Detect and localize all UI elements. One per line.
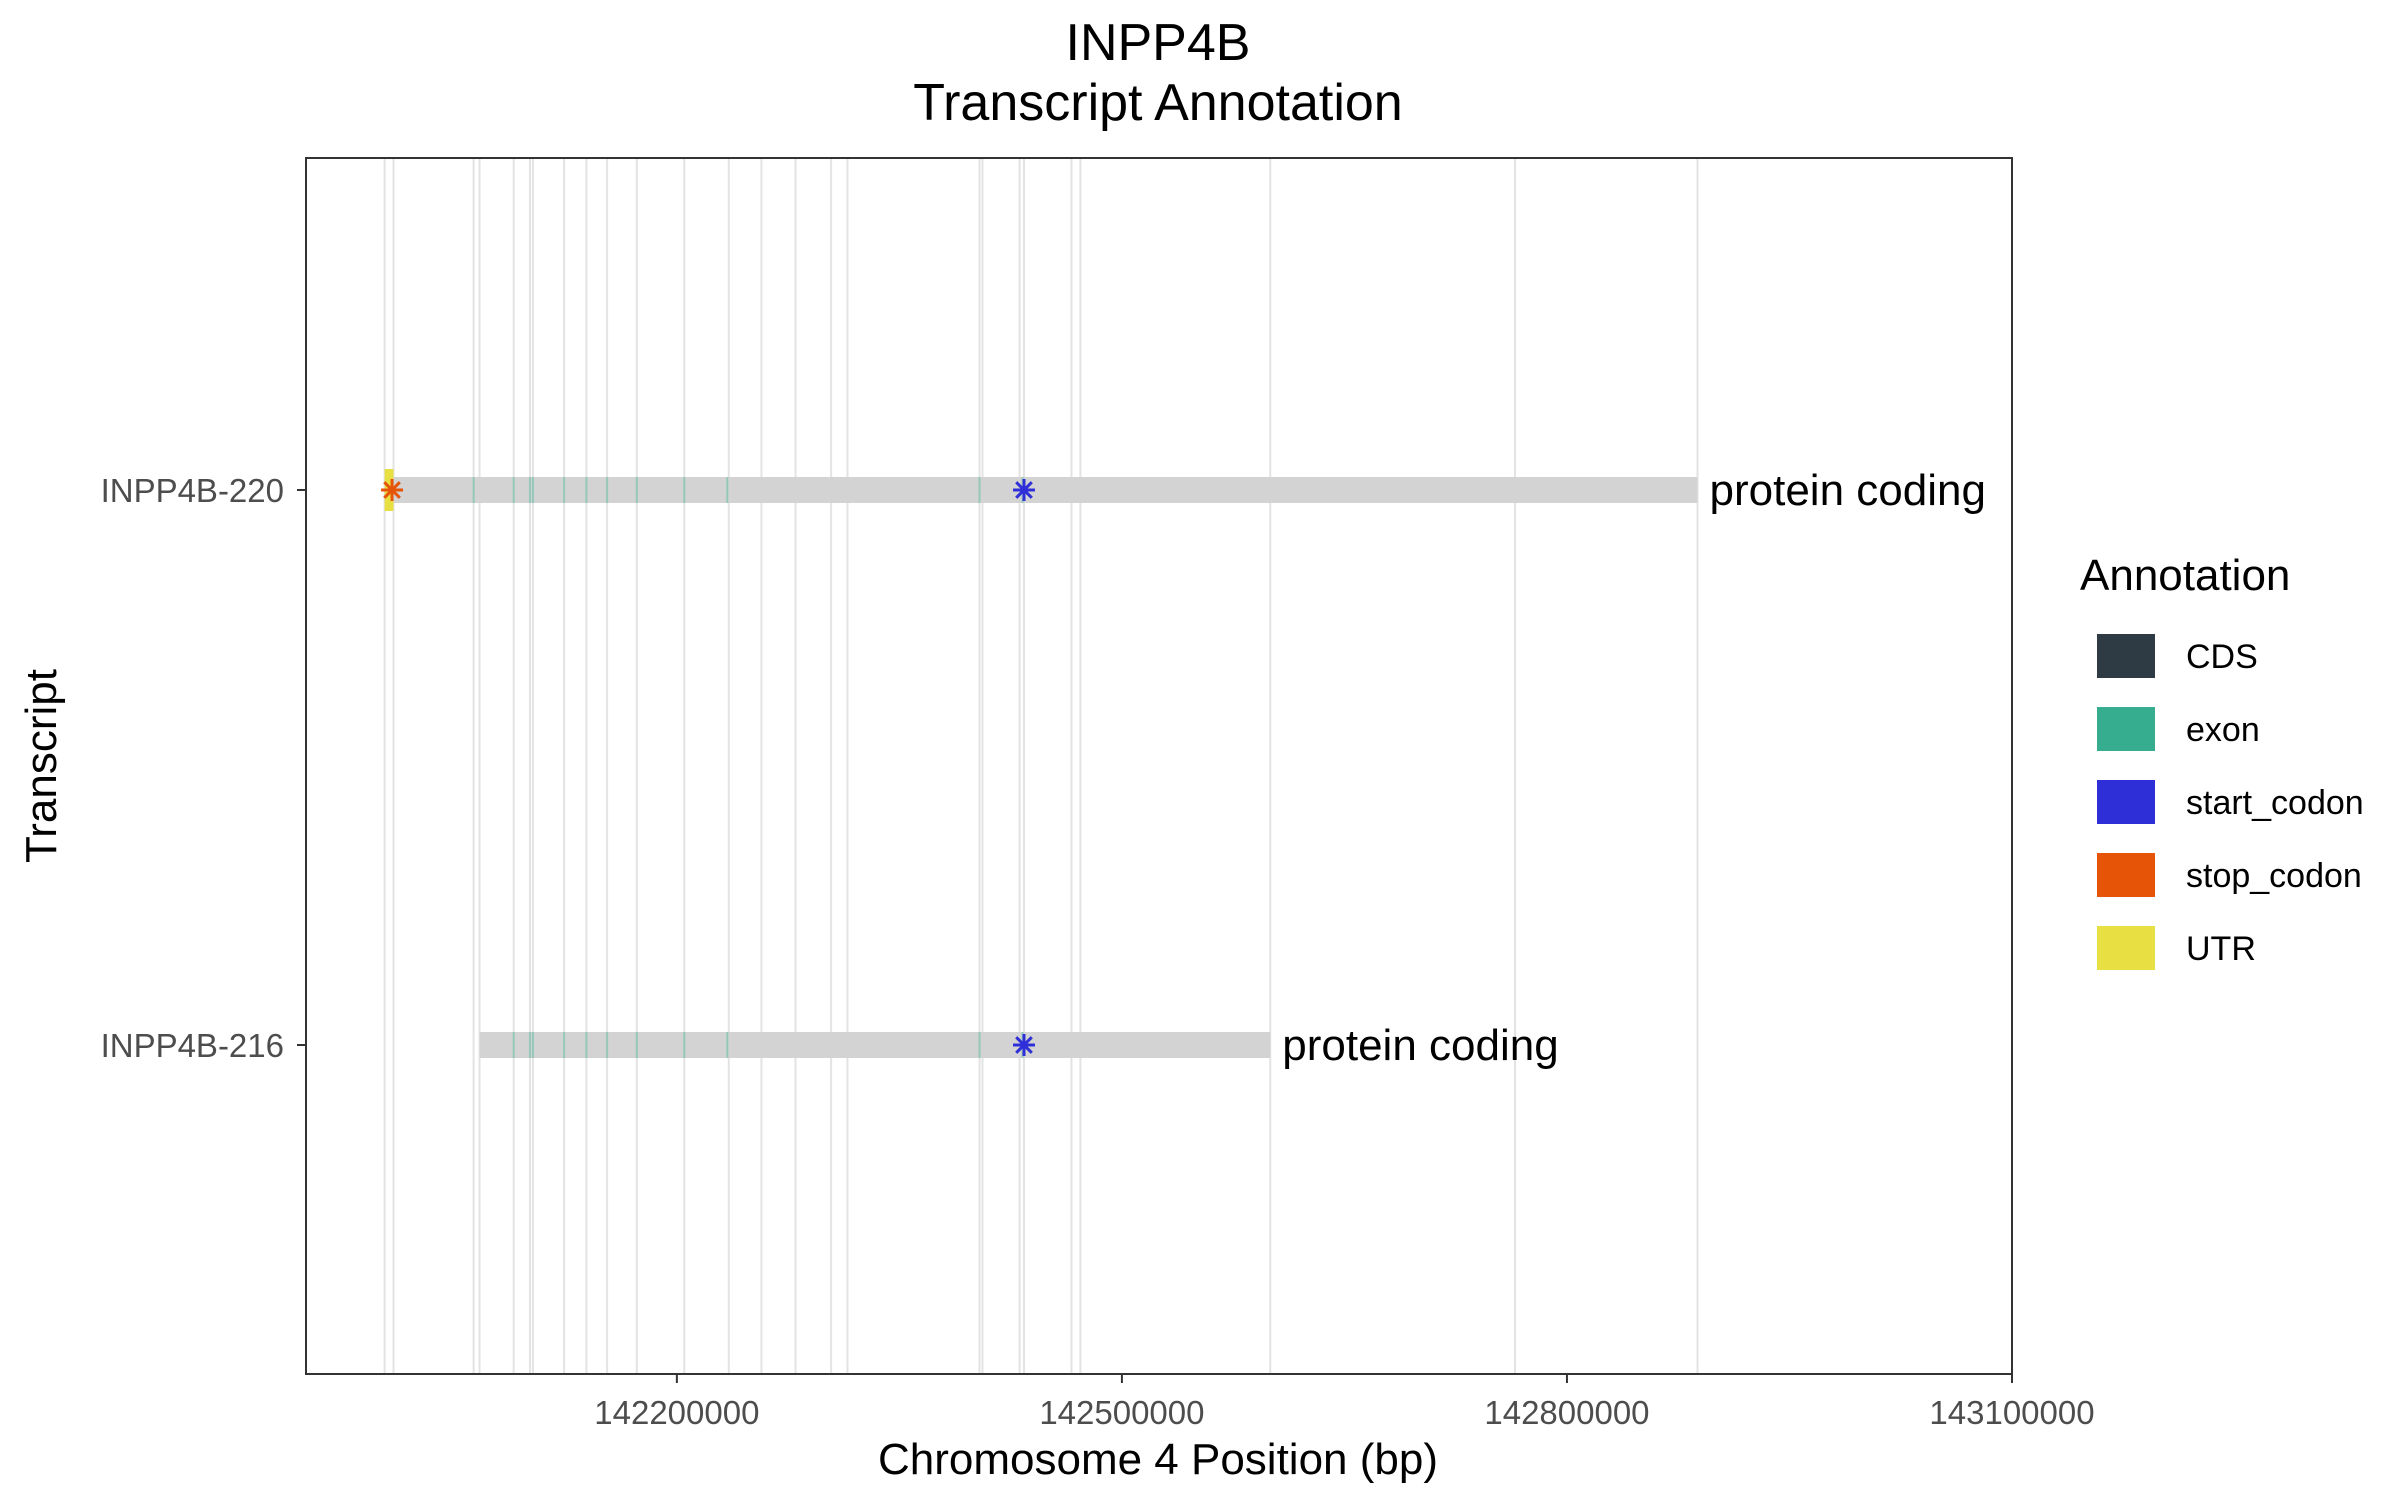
start-codon-marker [1013, 479, 1036, 501]
biotype-label: protein coding [1282, 1021, 1558, 1070]
legend-swatch [2097, 853, 2155, 897]
legend-label: CDS [2186, 638, 2258, 676]
legend-item: CDS [2097, 634, 2258, 678]
start-codon-marker-stroke [1015, 1036, 1033, 1054]
exon-mark [529, 1032, 532, 1058]
legend-item: UTR [2097, 926, 2256, 970]
legend-item: start_codon [2097, 780, 2364, 824]
plot-panel [306, 158, 2012, 1374]
legend-label: start_codon [2186, 784, 2364, 822]
legend-label: UTR [2186, 930, 2256, 968]
transcript-track: protein coding [479, 1021, 1559, 1070]
exon-mark [635, 477, 638, 503]
transcript-body [384, 477, 1698, 503]
exon-mark [585, 477, 588, 503]
chart-title: INPP4B [1066, 14, 1251, 72]
legend-swatch [2097, 780, 2155, 824]
legend-swatch [2097, 926, 2155, 970]
start-codon-marker [1013, 1034, 1036, 1056]
exon-mark [683, 1032, 686, 1058]
x-axis-title: Chromosome 4 Position (bp) [878, 1435, 1438, 1484]
exon-mark [606, 477, 609, 503]
transcript-tracks: protein coding protein coding [381, 466, 1986, 1070]
y-tick-label: INPP4B-220 [101, 472, 284, 509]
exon-mark [512, 477, 515, 503]
legend-label: stop_codon [2186, 857, 2362, 895]
y-tick-label: INPP4B-216 [101, 1027, 284, 1064]
exon-mark [978, 477, 981, 503]
legend: Annotation CDS exon start_codon stop_codon U… [2080, 551, 2364, 970]
legend-swatch [2097, 707, 2155, 751]
stop-codon-marker-stroke [383, 481, 401, 499]
exon-mark [563, 477, 566, 503]
biotype-label: protein coding [1710, 466, 1986, 515]
exon-mark [529, 477, 532, 503]
gridlines [383, 158, 1699, 1374]
y-axis: INPP4B-220 INPP4B-216 [101, 472, 306, 1064]
exon-mark [683, 477, 686, 503]
chart-subtitle: Transcript Annotation [913, 74, 1402, 132]
exon-mark [978, 1032, 981, 1058]
transcript-track: protein coding [381, 466, 1986, 515]
y-axis-title: Transcript [17, 669, 66, 863]
legend-label: exon [2186, 711, 2260, 749]
legend-swatch [2097, 634, 2155, 678]
exon-mark [563, 1032, 566, 1058]
transcript-body [479, 1032, 1271, 1058]
exon-mark [472, 477, 475, 503]
exon-mark [531, 477, 534, 503]
plot-panel-border [305, 157, 2013, 1375]
exon-mark [585, 1032, 588, 1058]
exon-mark [606, 1032, 609, 1058]
start-codon-marker-stroke [1015, 481, 1033, 499]
x-tick-label: 142800000 [1484, 1394, 1649, 1431]
legend-title: Annotation [2080, 551, 2290, 600]
x-tick-label: 142500000 [1039, 1394, 1204, 1431]
legend-item: exon [2097, 707, 2260, 751]
x-tick-label: 142200000 [594, 1394, 759, 1431]
x-axis: 142200000 142500000 142800000 143100000 [594, 1374, 2095, 1431]
exon-mark [531, 1032, 534, 1058]
exon-mark [635, 1032, 638, 1058]
stop-codon-marker [381, 479, 404, 501]
exon-mark [726, 1032, 729, 1058]
legend-item: stop_codon [2097, 853, 2362, 897]
exon-mark [512, 1032, 515, 1058]
x-tick-label: 143100000 [1929, 1394, 2094, 1431]
exon-mark [726, 477, 729, 503]
